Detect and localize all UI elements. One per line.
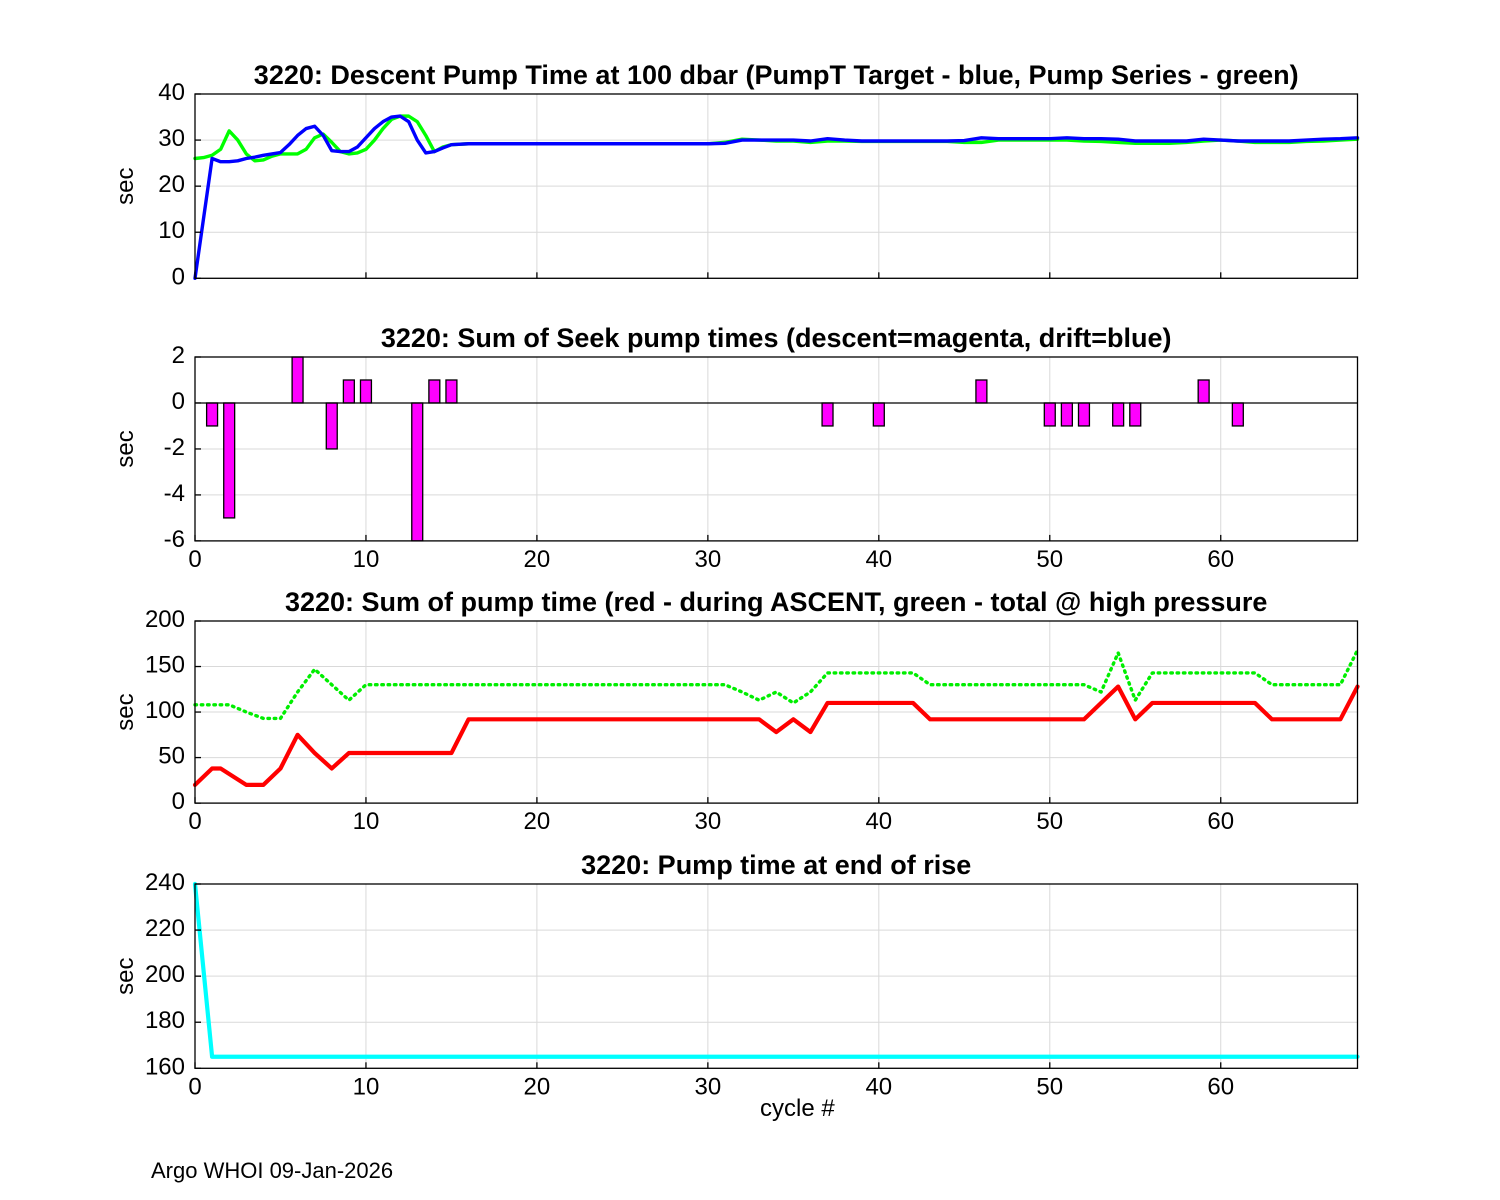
svg-text:60: 60 <box>1207 546 1234 573</box>
svg-text:40: 40 <box>865 546 892 573</box>
svg-text:2: 2 <box>172 342 185 369</box>
svg-text:3220: Sum of pump time (red -: 3220: Sum of pump time (red - during ASC… <box>285 587 1267 617</box>
svg-text:40: 40 <box>158 79 185 106</box>
svg-text:150: 150 <box>145 652 185 679</box>
svg-text:-2: -2 <box>164 434 185 461</box>
svg-text:-4: -4 <box>164 480 185 507</box>
svg-text:10: 10 <box>158 217 185 244</box>
svg-text:200: 200 <box>145 961 185 988</box>
svg-text:0: 0 <box>188 1073 201 1100</box>
svg-text:0: 0 <box>188 546 201 573</box>
svg-text:-6: -6 <box>164 526 185 553</box>
svg-text:3220: Descent Pump Time at 100: 3220: Descent Pump Time at 100 dbar (Pum… <box>254 60 1299 90</box>
svg-text:40: 40 <box>865 808 892 835</box>
svg-text:sec: sec <box>112 694 139 731</box>
svg-text:0: 0 <box>188 808 201 835</box>
svg-text:10: 10 <box>353 808 380 835</box>
svg-text:240: 240 <box>145 869 185 896</box>
svg-text:50: 50 <box>158 743 185 770</box>
svg-text:20: 20 <box>524 1073 551 1100</box>
svg-text:10: 10 <box>353 546 380 573</box>
svg-text:40: 40 <box>865 1073 892 1100</box>
svg-text:3220: Sum of Seek pump times (: 3220: Sum of Seek pump times (descent=ma… <box>381 323 1172 353</box>
svg-text:50: 50 <box>1036 808 1063 835</box>
svg-text:200: 200 <box>145 606 185 633</box>
svg-text:30: 30 <box>695 546 722 573</box>
svg-text:160: 160 <box>145 1053 185 1080</box>
svg-text:60: 60 <box>1207 808 1234 835</box>
svg-text:220: 220 <box>145 915 185 942</box>
svg-text:0: 0 <box>172 388 185 415</box>
svg-text:180: 180 <box>145 1007 185 1034</box>
svg-text:20: 20 <box>524 808 551 835</box>
svg-text:0: 0 <box>172 263 185 290</box>
svg-text:0: 0 <box>172 788 185 815</box>
svg-text:10: 10 <box>353 1073 380 1100</box>
svg-text:sec: sec <box>112 167 139 204</box>
svg-text:50: 50 <box>1036 1073 1063 1100</box>
svg-text:3220: Pump time at end of rise: 3220: Pump time at end of rise <box>581 850 971 880</box>
svg-text:20: 20 <box>524 546 551 573</box>
svg-text:sec: sec <box>112 430 139 467</box>
svg-text:30: 30 <box>695 808 722 835</box>
svg-text:100: 100 <box>145 697 185 724</box>
svg-text:60: 60 <box>1207 1073 1234 1100</box>
svg-text:30: 30 <box>158 125 185 152</box>
svg-text:sec: sec <box>112 957 139 994</box>
svg-text:50: 50 <box>1036 546 1063 573</box>
svg-text:30: 30 <box>695 1073 722 1100</box>
svg-text:20: 20 <box>158 171 185 198</box>
